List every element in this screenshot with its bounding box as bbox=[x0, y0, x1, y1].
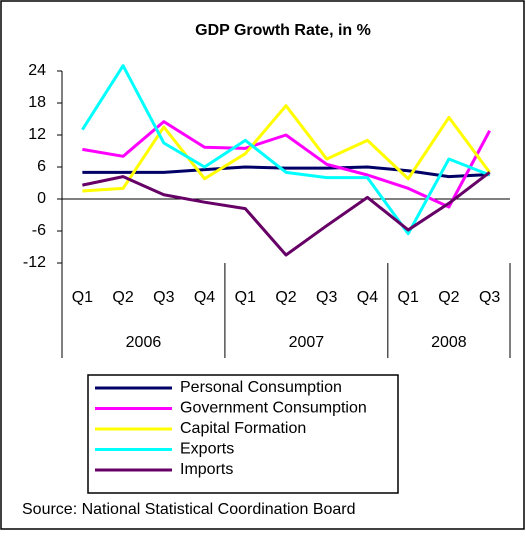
legend-box bbox=[87, 374, 399, 494]
legend-label: Personal Consumption bbox=[180, 379, 342, 396]
source: Source: National Statistical Coordinatio… bbox=[22, 501, 356, 518]
year-label: 2006 bbox=[126, 334, 162, 351]
series-line bbox=[81, 64, 491, 236]
x-tick-label: Q1 bbox=[398, 289, 419, 306]
x-tick-label: Q4 bbox=[357, 289, 378, 306]
chart-title: GDP Growth Rate, in % bbox=[195, 22, 371, 39]
x-tick-label: Q2 bbox=[438, 289, 459, 306]
x-tick-label: Q1 bbox=[72, 289, 93, 306]
x-tick-label: Q3 bbox=[316, 289, 337, 306]
year-label: 2008 bbox=[431, 334, 467, 351]
x-tick-label: Q3 bbox=[153, 289, 174, 306]
legend-label: Exports bbox=[180, 441, 234, 458]
series-line bbox=[82, 165, 490, 179]
x-tick-label: Q1 bbox=[235, 289, 256, 306]
series-line bbox=[82, 104, 491, 193]
series-line bbox=[82, 120, 491, 209]
legend-label: Imports bbox=[180, 461, 233, 478]
y-tick-label: 24 bbox=[28, 62, 46, 79]
x-tick-label: Q2 bbox=[275, 289, 296, 306]
x-tick-label: Q4 bbox=[194, 289, 215, 306]
series-line bbox=[82, 171, 491, 257]
y-tick-label: 6 bbox=[37, 158, 46, 175]
legend-label: Capital Formation bbox=[180, 420, 306, 437]
y-tick-label: 0 bbox=[37, 190, 46, 207]
y-tick-label: 12 bbox=[28, 126, 46, 143]
y-tick-label: -12 bbox=[23, 254, 46, 271]
y-tick-label: 18 bbox=[28, 94, 46, 111]
y-tick-label: -6 bbox=[32, 222, 46, 239]
x-tick-label: Q3 bbox=[479, 289, 500, 306]
x-tick-label: Q2 bbox=[112, 289, 133, 306]
year-label: 2007 bbox=[289, 334, 325, 351]
legend-label: Government Consumption bbox=[180, 400, 367, 417]
